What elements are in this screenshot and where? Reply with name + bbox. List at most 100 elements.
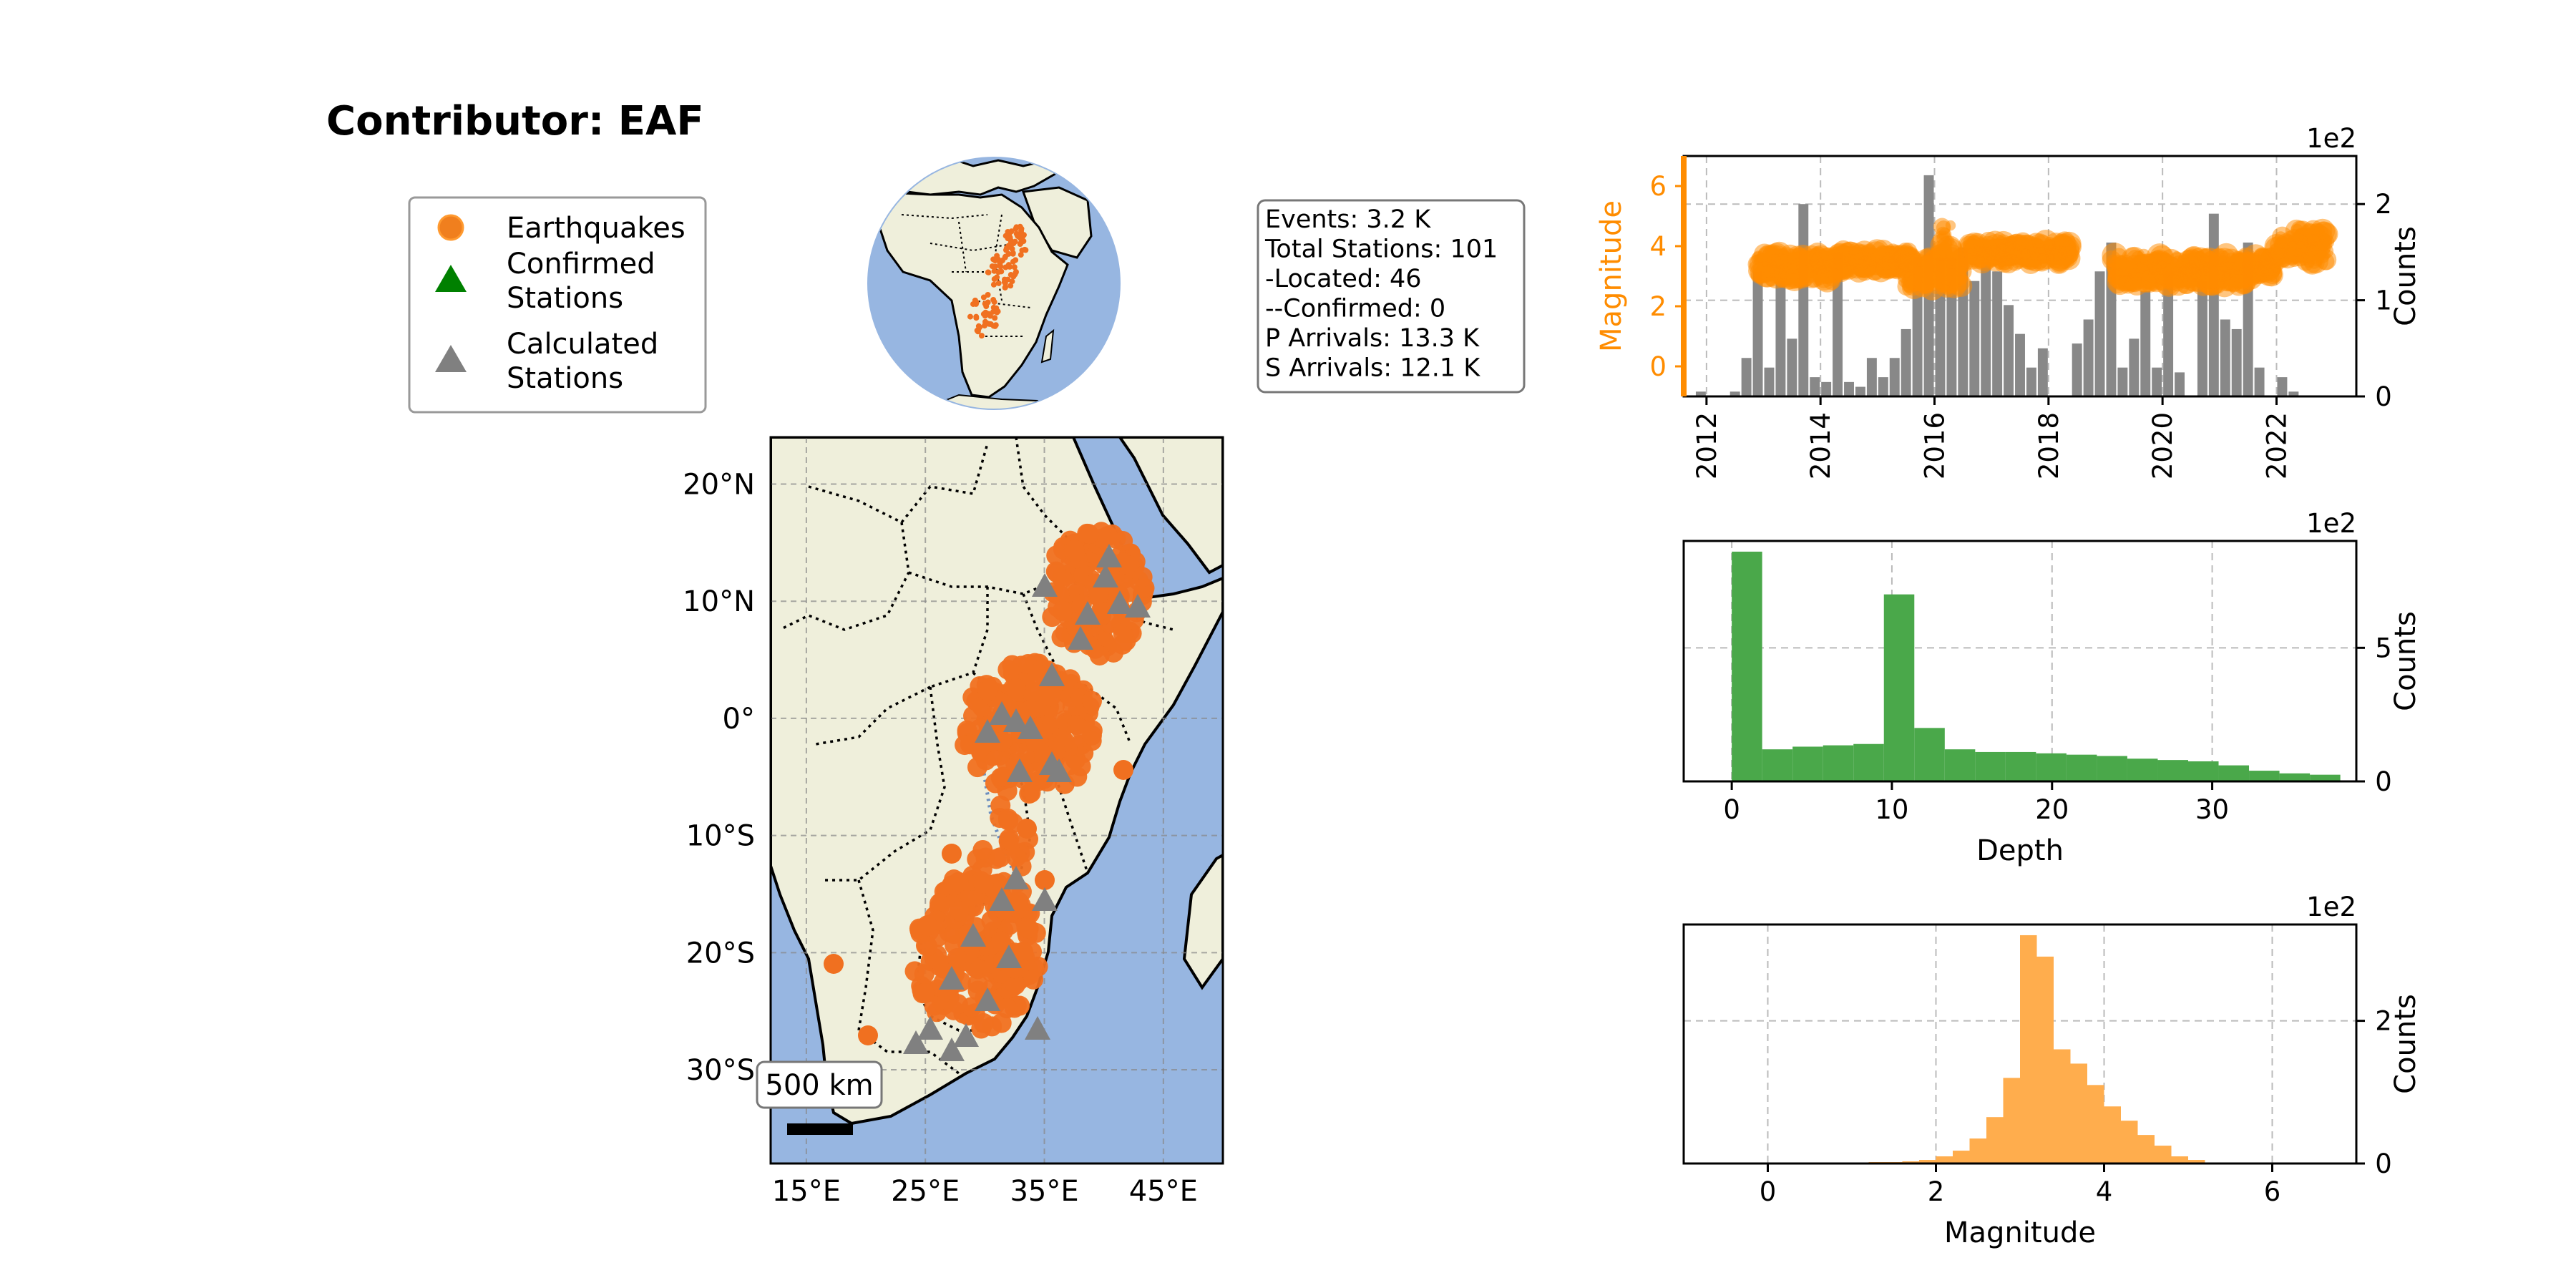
magnitude-point (2199, 265, 2223, 289)
magnitude-point (2279, 257, 2290, 268)
x-tick: 6 (2264, 1176, 2281, 1207)
y-tick: 5 (2375, 633, 2392, 663)
magnitude-point (1750, 268, 1767, 284)
globe-earthquake (1012, 238, 1018, 245)
map-earthquake (917, 936, 937, 957)
map-station (1025, 1016, 1050, 1040)
magnitude-point (1782, 252, 1806, 275)
map-station (989, 887, 1015, 911)
x-tick: 2012 (1692, 412, 1722, 479)
y-left-tick: 4 (1649, 231, 1667, 262)
magnitude-point (2005, 234, 2026, 255)
map-madagascar (1182, 853, 1223, 990)
globe-earthquake (1017, 240, 1023, 247)
count-bar (1844, 381, 1854, 396)
hist-bar (1944, 749, 1976, 781)
magnitude-point (2218, 248, 2244, 274)
magnitude-point (2182, 245, 2206, 269)
magnitude-point (2166, 271, 2190, 296)
magnitude-point (1905, 254, 1921, 269)
y-right-label: Counts (2389, 226, 2422, 326)
magnitude-point (2269, 235, 2290, 255)
hist-bar (1853, 743, 1884, 781)
globe-earthquake (1015, 233, 1021, 240)
y-right-tick: 2 (2375, 189, 2392, 220)
count-bar (2015, 333, 2025, 396)
map-station (1125, 594, 1151, 618)
x-tick: 0 (1723, 794, 1740, 825)
map-station (1068, 626, 1093, 650)
y-tick: 0 (2375, 1148, 2392, 1179)
count-bar (1810, 377, 1820, 396)
globe-earthquake (1005, 234, 1012, 240)
count-bar (1878, 377, 1888, 396)
map-station (939, 966, 965, 990)
map-station (1003, 866, 1029, 889)
globe-earthquake (1010, 258, 1016, 265)
count-bar (1889, 358, 1900, 396)
map-station (960, 923, 986, 947)
magnitude-point (2127, 258, 2147, 278)
x-tick: 2018 (2034, 412, 2064, 479)
count-bar (1695, 391, 1706, 396)
count-bar (1855, 386, 1865, 396)
x-tick: 0 (1760, 1176, 1777, 1207)
count-bar (1981, 261, 1991, 396)
map-station (1107, 590, 1133, 614)
magnitude-point (2314, 221, 2333, 240)
legend: EarthquakesConfirmedStationsCalculatedSt… (408, 196, 707, 414)
map-earthquake (1002, 655, 1023, 675)
globe-earthquake (982, 313, 988, 319)
map-station (989, 701, 1015, 725)
map-station (1003, 708, 1029, 732)
map-earthquake (1017, 819, 1037, 839)
x-axis-label: Depth (1976, 834, 2064, 867)
map-station (953, 1023, 979, 1047)
globe-earthquake (992, 258, 998, 264)
hist-bar (2121, 1121, 2138, 1163)
globe-earthquake (995, 280, 1002, 286)
x-tick: 30 (2195, 794, 2229, 825)
map-station (939, 1038, 965, 1061)
hist-bar (2310, 774, 2341, 781)
y-axis-label: Counts (2389, 611, 2422, 711)
x-tick: 2 (1928, 1176, 1945, 1207)
hist-bar (2157, 760, 2188, 781)
hist-bar (2188, 1160, 2205, 1163)
info-line: Events: 3.2 K (1265, 205, 1431, 234)
map-earthquake (1035, 870, 1055, 890)
globe-earthquake (990, 308, 996, 315)
globe-earthquake (982, 318, 988, 325)
globe-earthquake (998, 268, 1005, 275)
hist-bar (2097, 756, 2127, 781)
map-station (1093, 564, 1118, 587)
map-station (1007, 758, 1033, 782)
map-earthquake (1060, 755, 1081, 776)
map-earthquake (858, 1025, 878, 1045)
globe-earthquake (994, 253, 1000, 259)
map-earthquake (1088, 584, 1109, 605)
hist-bar (2127, 758, 2158, 781)
map-earthquake (972, 696, 992, 717)
magnitude-point (1767, 254, 1782, 270)
info-line: Total Stations: 101 (1264, 235, 1498, 264)
map-earthquake (942, 844, 962, 864)
globe-earthquake (1008, 245, 1014, 251)
globe-earthquake (999, 258, 1005, 264)
count-bar (2026, 367, 2036, 396)
hist-bar (1919, 1160, 1936, 1163)
legend-marker-earthquakes (437, 214, 464, 241)
count-bar (2197, 280, 2207, 396)
globe-earthquake (1002, 280, 1008, 286)
magnitude-point (1830, 245, 1845, 260)
map-earthquake (1045, 561, 1066, 582)
magnitude-point (2286, 240, 2309, 264)
info-line: --Confirmed: 0 (1265, 295, 1445, 323)
hist-bar (2036, 956, 2054, 1163)
y-right-tick: 1 (2375, 286, 2392, 316)
hist-bar (1762, 749, 1793, 781)
globe-earthquake (978, 333, 985, 339)
info-line: S Arrivals: 12.1 K (1265, 354, 1480, 383)
